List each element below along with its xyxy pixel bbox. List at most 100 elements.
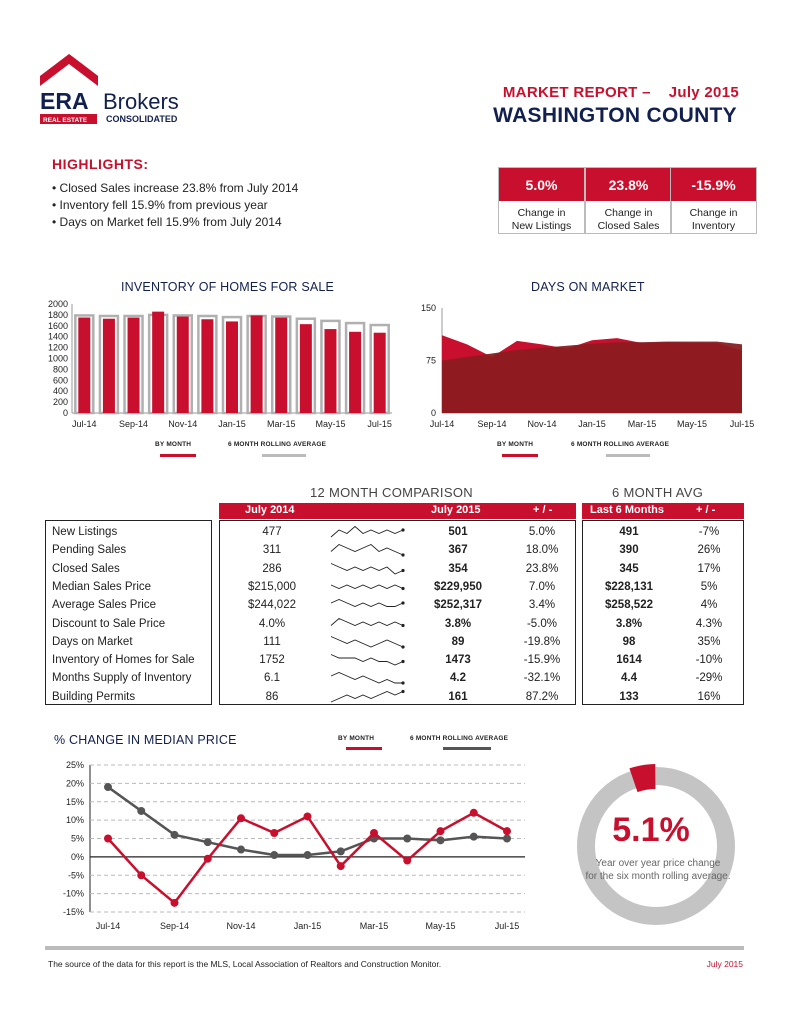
dom-legend-red-line (502, 454, 538, 457)
cell-july-2014: 1752 (259, 654, 285, 667)
col-pct-change: + / - (533, 504, 553, 516)
rolling-point (503, 834, 511, 843)
row-label: Inventory of Homes for Sale (52, 654, 195, 667)
rolling-point (436, 836, 445, 845)
sparkline (330, 544, 405, 557)
monthly-point (170, 898, 179, 907)
cell-last-6: 4.4 (621, 672, 637, 685)
logo-era-text: ERA (40, 88, 89, 114)
rolling-point (137, 806, 146, 815)
y-tick-label: 150 (421, 303, 436, 313)
row-label: New Listings (52, 526, 118, 538)
logo-consolidated-text: CONSOLIDATED (106, 114, 178, 124)
row-label: Days on Market (52, 635, 133, 648)
sparkline (330, 689, 405, 703)
x-tick-label: May-15 (425, 921, 455, 931)
comparison-header: July 2014 July 2015 + / - (219, 503, 576, 519)
cell-last-6: $228,131 (605, 580, 653, 593)
y-tick-label: 1600 (48, 321, 68, 331)
cell-pct: -5.0% (526, 617, 558, 630)
cell-july-2015: 354 (448, 562, 468, 575)
cell-pct: 5.0% (528, 526, 556, 538)
rolling-average-donut (577, 764, 735, 925)
monthly-bar (102, 318, 115, 413)
x-tick-label: Jan-15 (294, 921, 322, 931)
cell-pct: 3.4% (528, 599, 556, 612)
x-tick-label: Jul-14 (96, 921, 121, 931)
six-month-header: Last 6 Months + / - (582, 503, 744, 519)
cell-july-2014: 311 (262, 544, 282, 557)
cell-last-6: 390 (619, 544, 639, 557)
monthly-bar (250, 315, 263, 413)
footer-date: July 2015 (706, 959, 743, 969)
dom-legend-gray-line (606, 454, 650, 457)
dom-chart-title: DAYS ON MARKET (531, 280, 645, 294)
y-tick-label: 10% (66, 815, 84, 825)
col-last-6-months: Last 6 Months (590, 504, 664, 516)
cell-july-2014: 6.1 (264, 672, 280, 685)
monthly-bar (201, 319, 214, 413)
report-title: MARKET REPORT – July 2015 (503, 84, 739, 101)
sparkline-path (330, 617, 404, 626)
monthly-point (503, 827, 511, 836)
monthly-bar (127, 317, 140, 413)
cell-july-2015: 1473 (445, 654, 471, 667)
logo-graphic: ERA Brokers REAL ESTATE CONSOLIDATED (40, 54, 179, 124)
x-tick-label: Mar-15 (267, 419, 296, 429)
donut-track (577, 767, 735, 925)
x-tick-label: May-15 (677, 419, 707, 429)
rolling-point (469, 832, 478, 841)
cell-pct: 87.2% (525, 690, 559, 703)
kpi-value: 5.0% (499, 168, 584, 201)
footer-rule (45, 946, 744, 950)
cell-july-2014: $244,022 (248, 599, 296, 612)
kpi-new-listings: 5.0% Change in New Listings (498, 167, 585, 234)
row-label: Average Sales Price (52, 599, 156, 612)
x-tick-label: Nov-14 (168, 419, 197, 429)
cell-pct6: 4.3% (695, 617, 723, 630)
kpi-value: -15.9% (671, 168, 756, 201)
x-tick-label: Nov-14 (527, 419, 556, 429)
donut-value: 5.1% (612, 811, 690, 849)
sparkline-end (401, 681, 405, 685)
monthly-point (303, 812, 312, 821)
x-tick-label: Sep-14 (119, 419, 148, 429)
col-july-2014: July 2014 (245, 504, 295, 516)
highlights-title: HIGHLIGHTS: (52, 156, 149, 172)
rolling-point (270, 851, 279, 860)
cell-pct6: -10% (695, 654, 723, 667)
donut-caption: Year over year price change for the six m… (585, 858, 731, 882)
rolling-point (403, 834, 412, 843)
inv-legend-rolling: 6 MONTH ROLLING AVERAGE (228, 441, 327, 448)
highlight-item: Inventory fell 15.9% from previous year (52, 197, 298, 214)
monthly-point (370, 828, 378, 837)
dom-legend-by-month: BY MONTH (497, 441, 534, 448)
col-pct6: + / - (696, 504, 716, 516)
y-tick-label: 1400 (48, 332, 68, 342)
cell-last-6: 133 (619, 690, 639, 703)
cell-last-6: 98 (622, 635, 636, 648)
monthly-point (270, 828, 279, 837)
y-tick-label: 5% (71, 834, 84, 844)
y-tick-label: 20% (66, 778, 84, 788)
monthly-bar (275, 317, 288, 413)
y-tick-label: 0 (63, 408, 68, 418)
cell-last-6: 1614 (616, 654, 642, 667)
rolling-point (104, 783, 112, 792)
rolling-area (442, 341, 742, 413)
monthly-bar (226, 321, 238, 413)
sparkline-path (330, 599, 404, 608)
row-label: Median Sales Price (52, 580, 152, 593)
cell-july-2015: 161 (448, 690, 468, 703)
cell-july-2015: 89 (451, 635, 465, 648)
cell-july-2015: 4.2 (450, 672, 466, 685)
cell-pct6: 35% (697, 635, 721, 648)
y-tick-label: 25% (66, 760, 84, 770)
y-tick-label: 1000 (48, 354, 68, 364)
sparkline (330, 599, 405, 608)
monthly-bar (324, 329, 337, 413)
cell-pct: -15.9% (523, 654, 561, 667)
row-label: Discount to Sale Price (52, 617, 166, 630)
med-legend-red-line (346, 747, 382, 750)
monthly-point (237, 814, 245, 823)
